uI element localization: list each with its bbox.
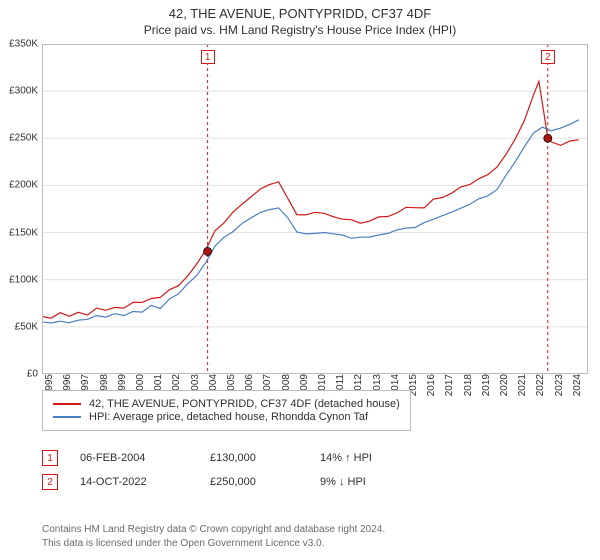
x-tick-label: 2018: [461, 374, 474, 396]
y-tick-label: £100K: [9, 274, 42, 285]
x-tick-label: 2019: [479, 374, 492, 396]
sale-marker-box: 2: [541, 50, 555, 64]
sale-price: £130,000: [210, 452, 320, 464]
chart-svg: [42, 44, 588, 374]
sale-price: £250,000: [210, 476, 320, 488]
sale-marker-box: 1: [201, 50, 215, 64]
chart-area: £0£50K£100K£150K£200K£250K£300K£350K 199…: [42, 44, 588, 374]
sale-hpi-diff: 14% ↑ HPI: [320, 452, 440, 464]
footer-line-1: Contains HM Land Registry data © Crown c…: [42, 523, 385, 537]
y-tick-label: £150K: [9, 227, 42, 238]
y-tick-label: £0: [27, 369, 42, 380]
y-tick-label: £250K: [9, 133, 42, 144]
x-tick-label: 2023: [552, 374, 565, 396]
x-tick-label: 2016: [424, 374, 437, 396]
chart-titles: 42, THE AVENUE, PONTYPRIDD, CF37 4DF Pri…: [0, 0, 600, 37]
y-tick-label: £50K: [15, 321, 42, 332]
sale-date: 14-OCT-2022: [80, 476, 210, 488]
legend-item: 42, THE AVENUE, PONTYPRIDD, CF37 4DF (de…: [53, 398, 400, 410]
x-tick-label: 2017: [442, 374, 455, 396]
legend-swatch: [53, 403, 81, 405]
x-tick-label: 2021: [515, 374, 528, 396]
chart-legend: 42, THE AVENUE, PONTYPRIDD, CF37 4DF (de…: [42, 390, 411, 431]
y-tick-label: £350K: [9, 39, 42, 50]
y-tick-label: £200K: [9, 180, 42, 191]
legend-swatch: [53, 416, 81, 418]
sale-marker-index: 2: [42, 474, 58, 490]
footer-line-2: This data is licensed under the Open Gov…: [42, 537, 385, 551]
sale-date: 06-FEB-2004: [80, 452, 210, 464]
sales-table: 1 06-FEB-2004£130,00014% ↑ HPI 2 14-OCT-202…: [42, 442, 542, 498]
legend-label: HPI: Average price, detached house, Rhon…: [89, 411, 368, 423]
x-tick-label: 2022: [533, 374, 546, 396]
chart-title: 42, THE AVENUE, PONTYPRIDD, CF37 4DF: [0, 6, 600, 21]
legend-item: HPI: Average price, detached house, Rhon…: [53, 411, 400, 423]
y-tick-label: £300K: [9, 86, 42, 97]
sale-marker-index: 1: [42, 450, 58, 466]
sale-row: 1 06-FEB-2004£130,00014% ↑ HPI: [42, 450, 542, 466]
footer-attribution: Contains HM Land Registry data © Crown c…: [42, 523, 385, 550]
x-tick-label: 2020: [497, 374, 510, 396]
page-root: 42, THE AVENUE, PONTYPRIDD, CF37 4DF Pri…: [0, 0, 600, 560]
sale-row: 2 14-OCT-2022£250,0009% ↓ HPI: [42, 474, 542, 490]
x-tick-label: 2024: [570, 374, 583, 396]
legend-label: 42, THE AVENUE, PONTYPRIDD, CF37 4DF (de…: [89, 398, 400, 410]
sale-hpi-diff: 9% ↓ HPI: [320, 476, 440, 488]
chart-subtitle: Price paid vs. HM Land Registry's House …: [0, 23, 600, 37]
